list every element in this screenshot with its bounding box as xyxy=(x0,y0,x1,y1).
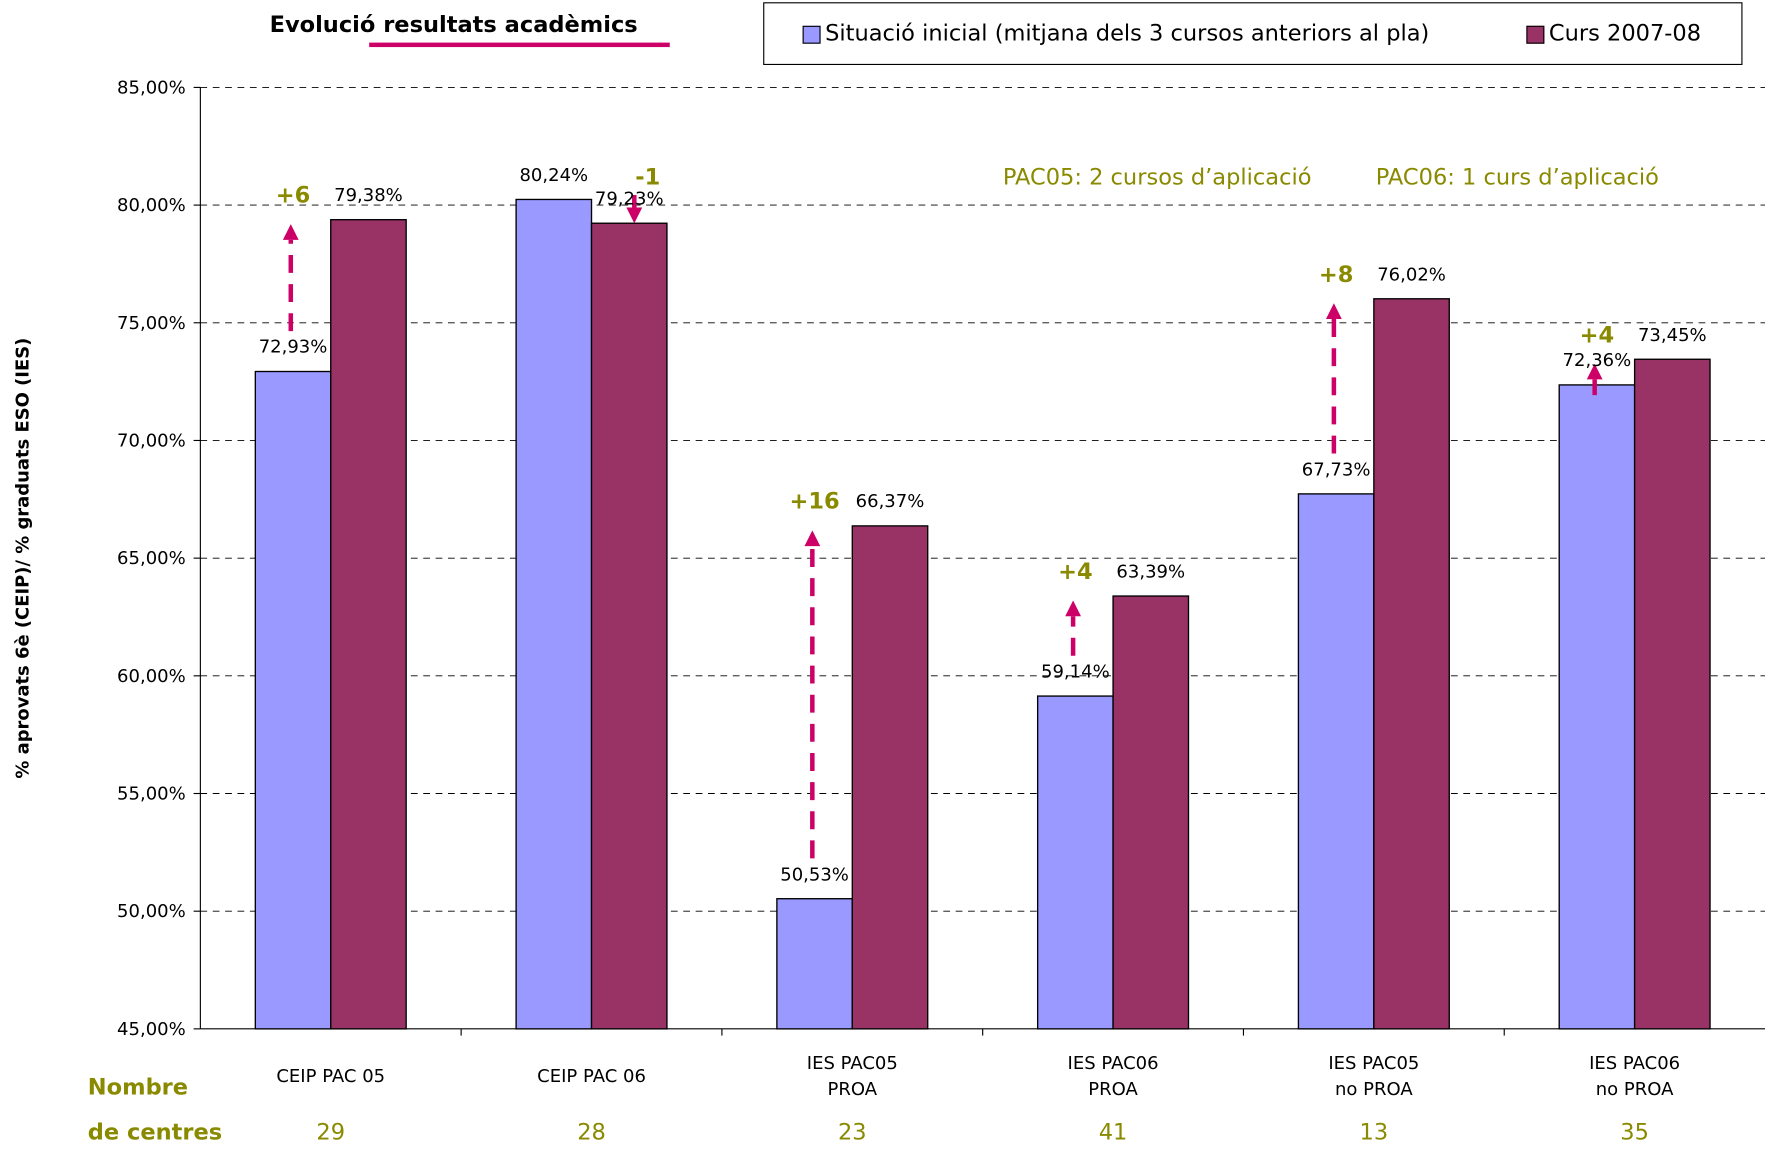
y-tick-label: 75,00% xyxy=(117,312,186,334)
y-tick-label: 85,00% xyxy=(117,76,186,98)
y-tick-label: 65,00% xyxy=(117,547,186,569)
difference-label: -1 xyxy=(635,163,661,190)
difference-arrowhead xyxy=(282,224,299,240)
x-tick-label: CEIP PAC 05 xyxy=(276,1065,386,1087)
x-tick-label: IES PAC05 no PROA xyxy=(1328,1052,1420,1100)
value-label: 72,93% xyxy=(258,336,328,358)
value-label: 73,45% xyxy=(1637,323,1707,346)
y-tick-label: 60,00% xyxy=(117,665,186,687)
count: 28 xyxy=(577,1117,606,1145)
value-label: 50,53% xyxy=(780,863,849,885)
difference-arrowhead xyxy=(1065,600,1081,617)
value-label: 67,73% xyxy=(1301,458,1371,480)
difference-label: +8 xyxy=(1318,260,1354,288)
x-tick-label: CEIP PAC 06 xyxy=(537,1065,646,1087)
bar xyxy=(330,219,407,1030)
bar xyxy=(1558,384,1636,1030)
legend: Situació inicial (mitjana dels 3 cursos … xyxy=(763,2,1743,66)
y-axis-label: % aprovats 6è (CEIP)/ % graduats ESO (IE… xyxy=(11,337,34,779)
count: 23 xyxy=(837,1117,867,1145)
y-tick-label: 70,00% xyxy=(117,429,186,452)
counts-label: Nombre xyxy=(87,1073,189,1101)
bar xyxy=(1036,695,1114,1030)
y-tick-label: 55,00% xyxy=(117,782,186,805)
value-label: 79,23% xyxy=(594,187,664,210)
value-label: 63,39% xyxy=(1116,560,1186,582)
difference-label: +4 xyxy=(1058,557,1093,585)
y-tick-label: 45,00% xyxy=(117,1018,186,1040)
bar xyxy=(515,198,593,1030)
annotation: PAC05: 2 cursos d’aplicació xyxy=(1002,163,1312,190)
value-label: 72,36% xyxy=(1562,349,1632,371)
chart-title: Evolució resultats acadèmics xyxy=(269,10,638,38)
counts-label: de centres xyxy=(87,1117,223,1145)
legend-swatch xyxy=(1526,25,1545,44)
legend-swatch xyxy=(802,25,821,44)
legend-label: Situació inicial (mitjana dels 3 cursos … xyxy=(825,19,1430,46)
bar xyxy=(1373,298,1450,1030)
value-label: 76,02% xyxy=(1377,263,1446,285)
bar xyxy=(1297,493,1375,1030)
x-tick-label: IES PAC06 PROA xyxy=(1067,1052,1159,1100)
difference-arrowhead xyxy=(1326,303,1342,319)
bar xyxy=(254,370,332,1030)
value-label: 80,24% xyxy=(519,164,589,186)
value-label: 79,38% xyxy=(334,184,403,206)
count: 29 xyxy=(316,1117,346,1145)
difference-label: +4 xyxy=(1579,320,1615,348)
difference-arrowhead xyxy=(1586,363,1603,380)
difference-label: +16 xyxy=(789,487,840,515)
y-tick-label: 50,00% xyxy=(117,900,186,922)
x-tick-label: IES PAC05 PROA xyxy=(806,1052,898,1100)
bar xyxy=(1633,358,1711,1030)
annotation: PAC06: 1 curs d’aplicació xyxy=(1375,163,1659,190)
bar xyxy=(851,525,929,1030)
bar xyxy=(590,222,668,1030)
y-tick-label: 80,00% xyxy=(117,194,186,216)
bar xyxy=(776,898,853,1030)
legend-label: Curs 2007-08 xyxy=(1548,19,1702,46)
count: 35 xyxy=(1620,1117,1649,1145)
difference-arrowhead xyxy=(626,207,643,224)
x-tick-label: IES PAC06 no PROA xyxy=(1589,1052,1681,1100)
value-label: 66,37% xyxy=(855,490,925,512)
value-label: 59,14% xyxy=(1041,660,1110,682)
difference-label: +6 xyxy=(275,181,311,208)
count: 13 xyxy=(1359,1117,1389,1145)
count: 41 xyxy=(1098,1117,1128,1145)
title-underline xyxy=(369,42,670,48)
difference-arrowhead xyxy=(804,530,821,547)
bar xyxy=(1112,595,1190,1030)
